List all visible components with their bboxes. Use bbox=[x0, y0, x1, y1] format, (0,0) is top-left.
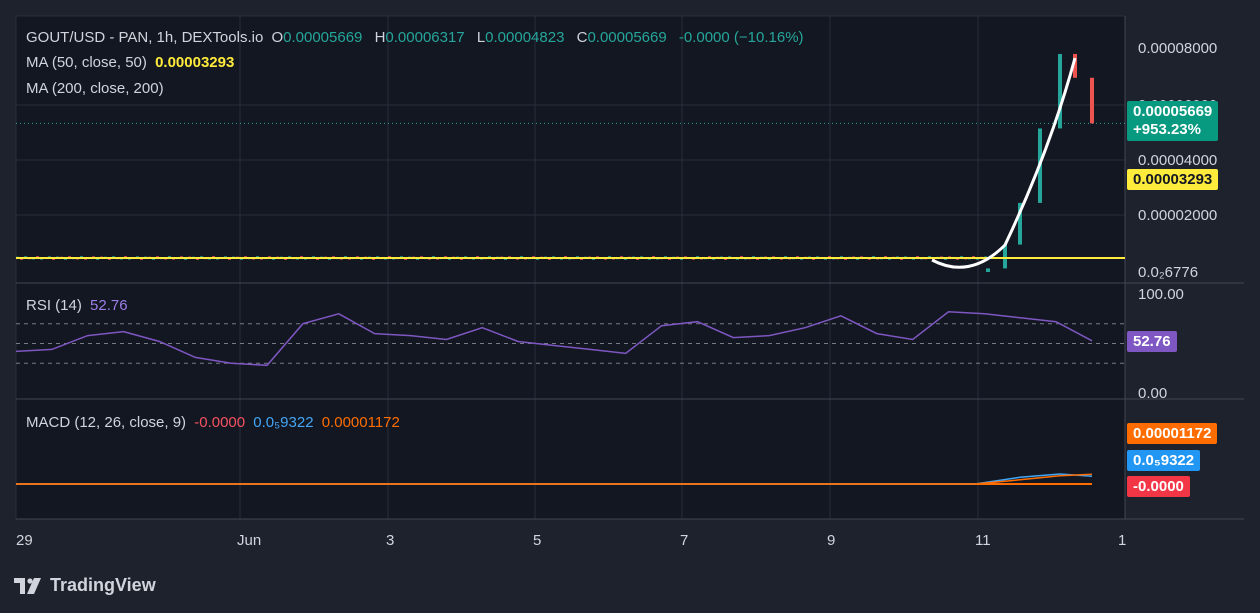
time-tick-label: 29 bbox=[16, 532, 33, 549]
time-tick-label: Jun bbox=[237, 532, 261, 549]
price-tick-label: 0.00008000 bbox=[1138, 40, 1217, 57]
current-price: 0.00005669 bbox=[1133, 103, 1213, 120]
candle bbox=[1058, 53, 1062, 129]
macd-tag-2: 0.0₅9322 bbox=[1127, 450, 1201, 471]
open-value: 0.00005669 bbox=[283, 29, 363, 46]
macd-tag-3: -0.0000 bbox=[1127, 476, 1190, 497]
brand-name: TradingView bbox=[50, 575, 156, 595]
rsi-tick-label: 100.00 bbox=[1138, 286, 1184, 303]
price-tick-label: 0.0₂6776 bbox=[1138, 264, 1198, 281]
candle bbox=[1018, 202, 1022, 245]
low-value: 0.00004823 bbox=[485, 29, 565, 46]
macd-label: MACD (12, 26, close, 9) bbox=[26, 414, 187, 431]
current-price-tag: 0.00005669 +953.23% bbox=[1127, 101, 1219, 141]
ma50-price-tag: 0.00003293 bbox=[1127, 169, 1219, 190]
time-tick-label: 7 bbox=[680, 532, 688, 549]
ma50-value: 0.00003293 bbox=[155, 54, 235, 71]
time-tick-label: 3 bbox=[386, 532, 394, 549]
rsi-current-tag: 52.76 bbox=[1127, 331, 1177, 352]
ma200-label: MA (200, close, 200) bbox=[26, 80, 164, 97]
tradingview-logo-icon bbox=[14, 577, 41, 594]
current-change: +953.23% bbox=[1133, 121, 1201, 138]
candle bbox=[1003, 244, 1007, 269]
high-label: H bbox=[374, 29, 386, 46]
macd-value-2: 0.0₅9322 bbox=[253, 414, 314, 431]
close-value: 0.00005669 bbox=[587, 29, 667, 46]
rsi-tick-label: 0.00 bbox=[1138, 385, 1167, 402]
macd-value-3: 0.00001172 bbox=[321, 414, 400, 431]
tradingview-brand[interactable]: TradingView bbox=[14, 575, 156, 596]
rsi-label: RSI (14) bbox=[26, 297, 82, 314]
main-legend: GOUT/USD - PAN, 1h, DEXTools.io O0.00005… bbox=[26, 29, 808, 46]
rsi-value: 52.76 bbox=[90, 297, 128, 314]
time-tick-label: 5 bbox=[533, 532, 541, 549]
rsi-legend: RSI (14) 52.76 bbox=[26, 297, 132, 314]
low-label: L bbox=[476, 29, 486, 46]
time-tick-label: 1 bbox=[1118, 532, 1126, 549]
macd-signal-line bbox=[16, 473, 1093, 485]
macd-value-1: -0.0000 bbox=[194, 414, 246, 431]
candle bbox=[1073, 53, 1077, 78]
rsi-line bbox=[15, 311, 1093, 367]
macd-tag-1: 0.00001172 bbox=[1127, 423, 1218, 444]
time-tick-label: 9 bbox=[827, 532, 835, 549]
time-tick-label: 11 bbox=[975, 532, 991, 549]
trend-curve-annotation bbox=[931, 57, 1077, 269]
ma50-legend: MA (50, close, 50) 0.00003293 bbox=[26, 54, 238, 71]
change-value: -0.0000 (−10.16%) bbox=[678, 29, 804, 46]
open-label: O bbox=[271, 29, 284, 46]
price-tick-label: 0.00004000 bbox=[1138, 152, 1217, 169]
close-label: C bbox=[576, 29, 588, 46]
ma200-legend: MA (200, close, 200) bbox=[26, 80, 168, 97]
candle bbox=[986, 268, 990, 272]
ma50-label: MA (50, close, 50) bbox=[26, 54, 147, 71]
macd-legend: MACD (12, 26, close, 9) -0.0000 0.0₅9322… bbox=[26, 414, 404, 431]
high-value: 0.00006317 bbox=[385, 29, 465, 46]
symbol-label: GOUT/USD - PAN, 1h, DEXTools.io bbox=[26, 29, 264, 46]
price-tick-label: 0.00002000 bbox=[1138, 207, 1217, 224]
candle bbox=[1090, 77, 1094, 124]
